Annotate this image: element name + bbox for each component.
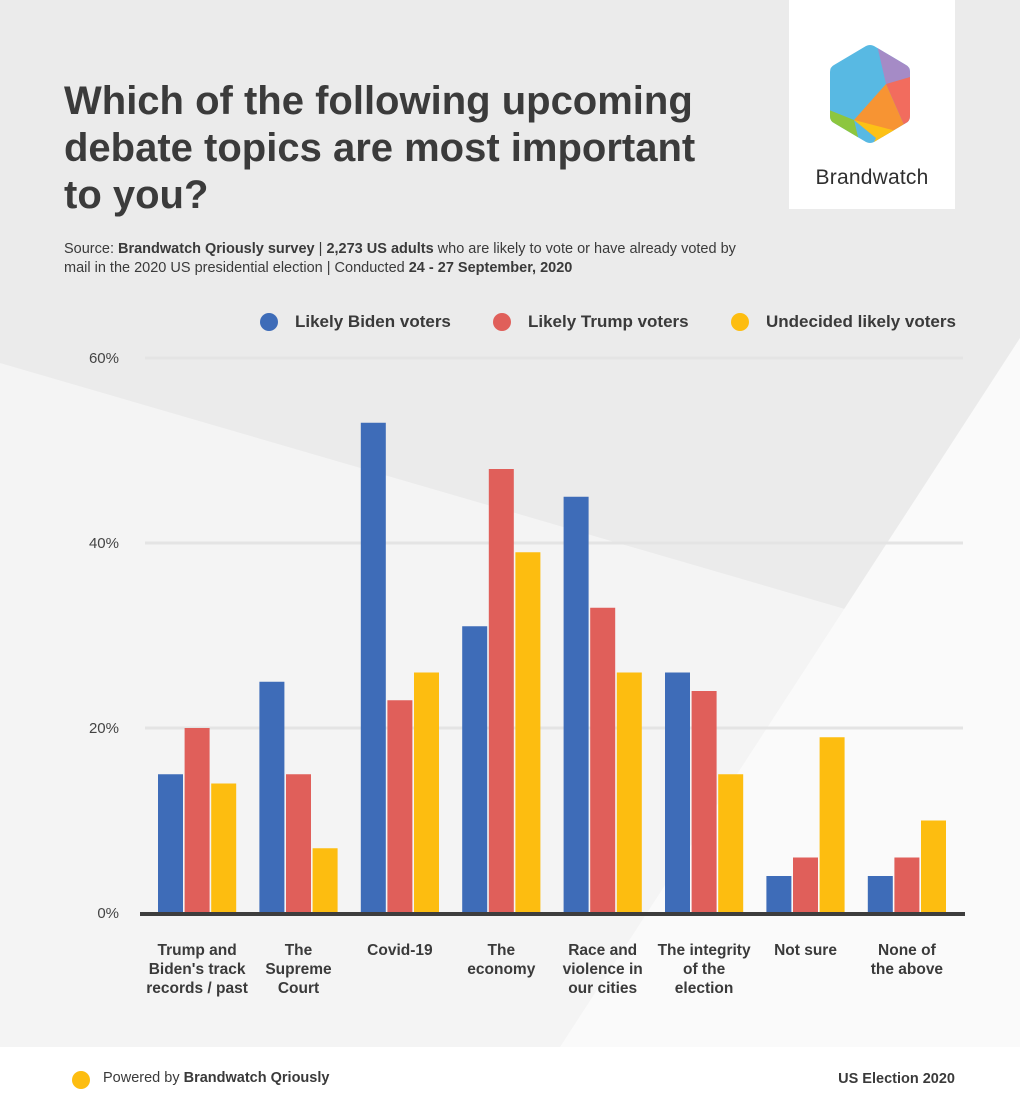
powered-by-brand: Brandwatch Qriously — [183, 1070, 330, 1086]
x-tick-label: Race and violence in our cities — [562, 942, 643, 997]
bar — [312, 848, 338, 913]
legend-item-biden: Likely Biden voters — [260, 312, 451, 332]
legend-label-undecided: Undecided likely voters — [766, 312, 956, 331]
bar — [515, 552, 541, 913]
bar — [819, 737, 845, 913]
legend-label-trump: Likely Trump voters — [528, 312, 689, 331]
x-tick-label: The economy — [467, 942, 536, 978]
legend-label-biden: Likely Biden voters — [295, 312, 451, 331]
bar — [616, 672, 642, 913]
bar — [360, 422, 386, 913]
bar — [563, 496, 589, 913]
legend-item-undecided: Undecided likely voters — [731, 312, 956, 332]
bar — [590, 607, 616, 913]
bar — [665, 672, 690, 913]
bar — [793, 857, 818, 913]
brandwatch-logo-card: Brandwatch — [789, 0, 955, 209]
powered-by: Powered by Brandwatch Qriously — [103, 1070, 329, 1086]
chart-legend: Likely Biden voters Likely Trump voters … — [0, 312, 1020, 336]
brandwatch-hexagon-icon — [830, 45, 910, 143]
y-tick-label: 0% — [97, 905, 119, 922]
source-description: who are likely to vote or have already v… — [64, 241, 736, 276]
y-tick-label: 60% — [89, 350, 119, 367]
bar — [259, 681, 285, 913]
x-tick-label: Not sure — [774, 942, 837, 959]
footer-campaign-label: US Election 2020 — [838, 1071, 955, 1087]
source-prefix: Source: — [64, 241, 118, 257]
bar — [691, 691, 717, 913]
bar — [286, 774, 311, 913]
bar-chart: 0% 20% 40% 60% — [89, 350, 965, 922]
powered-by-prefix: Powered by — [103, 1070, 184, 1086]
x-tick-label: None of the above — [870, 942, 944, 978]
footer-dot-icon — [72, 1071, 90, 1089]
bar — [387, 700, 413, 913]
brandwatch-wordmark: Brandwatch — [815, 166, 929, 189]
bar — [921, 820, 946, 913]
bar — [488, 469, 514, 913]
bar — [158, 774, 183, 913]
source-survey: Brandwatch Qriously survey — [118, 241, 315, 257]
x-tick-label: Trump and Biden's track records / past — [146, 942, 248, 997]
bar — [718, 774, 744, 913]
bar — [894, 857, 920, 913]
legend-item-trump: Likely Trump voters — [493, 312, 689, 332]
legend-swatch-biden — [260, 313, 278, 331]
bar — [184, 728, 210, 913]
x-tick-label: The Supreme Court — [265, 942, 332, 997]
chart-title: Which of the following upcoming debate t… — [64, 79, 696, 217]
source-dates: 24 - 27 September, 2020 — [408, 260, 573, 276]
y-tick-label: 40% — [89, 535, 119, 552]
legend-swatch-undecided — [731, 313, 749, 331]
source-note: Source: Brandwatch Qriously survey | 2,2… — [64, 240, 764, 278]
source-sample: 2,273 US adults — [326, 241, 434, 257]
bar — [766, 876, 792, 913]
x-tick-label: Covid-19 — [367, 942, 433, 959]
legend-swatch-trump — [493, 313, 511, 331]
bar — [414, 672, 439, 913]
bar — [867, 876, 893, 913]
source-separator: | — [314, 241, 327, 257]
bar — [211, 783, 237, 913]
y-tick-label: 20% — [89, 720, 119, 737]
bar — [462, 626, 488, 913]
x-tick-label: The integrity of the election — [657, 942, 751, 997]
footer: Powered by Brandwatch Qriously US Electi… — [0, 1047, 1020, 1116]
